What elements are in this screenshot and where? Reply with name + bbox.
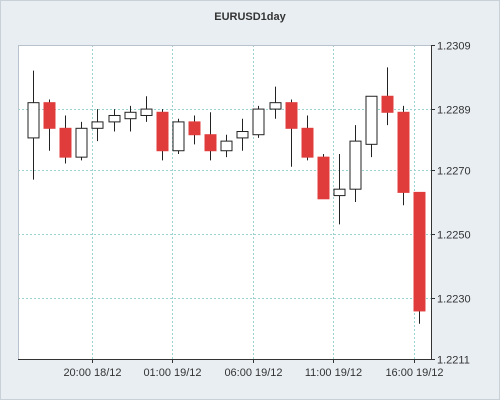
y-tick-label: 1.2289	[437, 105, 471, 117]
candle-body-down	[413, 191, 426, 312]
candle	[156, 109, 169, 161]
candle	[188, 115, 201, 145]
candle-body-up	[75, 127, 88, 158]
y-tick-label: 1.2250	[437, 230, 471, 242]
y-tick-label: 1.2309	[437, 41, 471, 53]
candle-body-down	[204, 134, 217, 152]
candle	[91, 109, 104, 142]
candle	[43, 99, 56, 151]
candle	[349, 125, 362, 202]
candle	[59, 115, 72, 164]
candle	[75, 121, 88, 161]
x-tick-label: 20:00 18/12	[63, 367, 121, 379]
candle	[236, 118, 249, 151]
candle-body-down	[59, 127, 72, 158]
candle-body-down	[156, 111, 169, 152]
x-tick-label: 16:00 19/12	[385, 367, 443, 379]
candle-body-up	[252, 108, 265, 136]
candle	[172, 118, 185, 154]
candles	[27, 67, 426, 324]
candle-body-up	[124, 111, 137, 120]
candle	[333, 153, 346, 225]
candle-body-down	[301, 127, 314, 158]
y-tick-label: 1.2211	[437, 355, 470, 367]
candle-body-up	[236, 131, 249, 139]
x-tick-label: 01:00 19/12	[143, 367, 201, 379]
x-tick-label: 11:00 19/12	[305, 367, 362, 379]
candle	[124, 105, 137, 132]
chart-title: EURUSD1day	[214, 11, 286, 23]
candle-body-up	[333, 188, 346, 197]
candle-body-up	[27, 102, 40, 139]
candle	[301, 115, 314, 161]
axes: 1.2211 1.2230 1.2250 1.2270 1.2289 1.2309 20:0…	[18, 41, 471, 379]
candle	[317, 153, 330, 200]
candle-body-up	[365, 95, 378, 145]
candle-body-up	[91, 121, 104, 129]
candle	[285, 99, 298, 167]
candle	[252, 105, 265, 138]
candle-body-down	[285, 102, 298, 129]
candle	[220, 134, 233, 158]
candle	[269, 86, 282, 119]
candle-body-down	[188, 121, 201, 136]
candle-body-up	[108, 114, 121, 123]
plot-area	[18, 45, 431, 359]
candle-body-up	[269, 102, 282, 110]
candle	[204, 112, 217, 161]
candle-body-up	[140, 108, 153, 116]
y-tick-label: 1.2270	[437, 166, 471, 178]
candle-body-up	[220, 140, 233, 152]
candle	[140, 96, 153, 122]
x-tick-label: 06:00 19/12	[224, 367, 282, 379]
candle	[365, 95, 378, 158]
candle-body-down	[43, 102, 56, 129]
candle	[397, 105, 410, 206]
candle	[27, 70, 40, 180]
candle	[413, 191, 426, 324]
candle-body-down	[397, 111, 410, 193]
candle	[381, 67, 394, 126]
candle	[108, 109, 121, 132]
candle-body-down	[381, 95, 394, 113]
candle-body-up	[172, 121, 185, 152]
candle-body-up	[349, 140, 362, 190]
candle-body-down	[317, 156, 330, 200]
y-tick-label: 1.2230	[437, 294, 471, 306]
